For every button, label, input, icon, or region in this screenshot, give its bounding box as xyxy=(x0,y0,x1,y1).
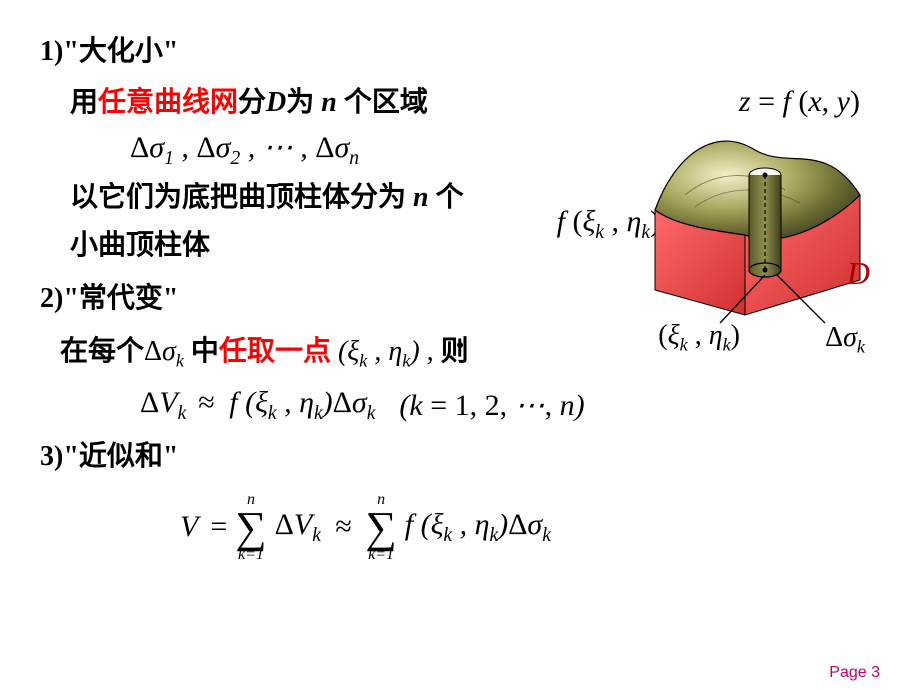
t2: 任意曲线网 xyxy=(98,87,238,118)
q2: " xyxy=(163,36,179,67)
delta-sigma-k-label: Δσk xyxy=(825,322,865,358)
vk1: k xyxy=(178,403,187,424)
volume-approx-formula: ΔVk ≈ f (ξk , ηk)Δσk (k = 1, 2, ⋯, n) xyxy=(40,386,880,425)
center-dot xyxy=(457,342,463,348)
q4: " xyxy=(163,283,179,314)
V: V xyxy=(180,510,202,544)
t2k3: k xyxy=(542,525,551,546)
s2d: 则 xyxy=(434,336,469,367)
t6: 以它们为底把曲顶柱体分为 xyxy=(70,182,413,213)
ks3: k xyxy=(402,351,410,371)
step3-num: 3) xyxy=(40,441,63,472)
step1-title: 大化小 xyxy=(79,36,163,67)
t4: 为 xyxy=(286,87,321,118)
ks1: k xyxy=(176,351,184,371)
pk1: k xyxy=(680,335,688,355)
D: D xyxy=(266,87,286,118)
sum1-bot: k=1 xyxy=(235,547,266,563)
D-label: D xyxy=(847,255,870,292)
page-footer: Page 3 xyxy=(829,664,880,682)
fk1: k xyxy=(595,222,604,243)
t7: 个 xyxy=(429,182,464,213)
t5: 个区域 xyxy=(337,87,428,118)
vk3: k xyxy=(314,403,323,424)
sum-formula: V = n ∑ k=1 ΔVk ≈ n ∑ k=1 f (ξk , ηk)Δσk xyxy=(40,492,880,564)
step2-title: 常代变 xyxy=(79,283,163,314)
n2: n xyxy=(413,182,429,213)
s2b: 中 xyxy=(184,336,219,367)
point-label: (ξk , ηk) xyxy=(658,320,740,356)
sum1: n ∑ k=1 xyxy=(235,492,266,564)
t2k2: k xyxy=(489,525,498,546)
s2a: 在每个 xyxy=(60,336,144,367)
step1-heading: 1)"大化小" xyxy=(40,30,880,75)
t3: 分 xyxy=(238,87,266,118)
n1: n xyxy=(321,87,337,118)
step3-heading: 3)"近似和" xyxy=(40,435,880,480)
dsk: k xyxy=(857,337,865,357)
ks2: k xyxy=(359,351,367,371)
t2k1: k xyxy=(443,525,452,546)
step2-num: 2) xyxy=(40,283,63,314)
z-equals-fxy: z = f (x, y) xyxy=(739,85,860,119)
vk2: k xyxy=(268,403,277,424)
step1-num: 1) xyxy=(40,36,63,67)
t1k: k xyxy=(312,525,321,546)
pk2: k xyxy=(723,335,731,355)
step3-title: 近似和 xyxy=(79,441,163,472)
sum2: n ∑ k=1 xyxy=(365,492,396,564)
step2-line1: 在每个Δσk 中任取一点 (ξk , ηk) , 则 xyxy=(40,330,880,376)
q3: " xyxy=(63,283,79,314)
q1: " xyxy=(63,36,79,67)
vk4: k xyxy=(367,403,376,424)
q6: " xyxy=(163,441,179,472)
surface-diagram xyxy=(625,115,875,315)
s2c: 任取一点 xyxy=(219,336,331,367)
q5: " xyxy=(63,441,79,472)
t1: 用 xyxy=(70,87,98,118)
sum2-bot: k=1 xyxy=(365,547,396,563)
